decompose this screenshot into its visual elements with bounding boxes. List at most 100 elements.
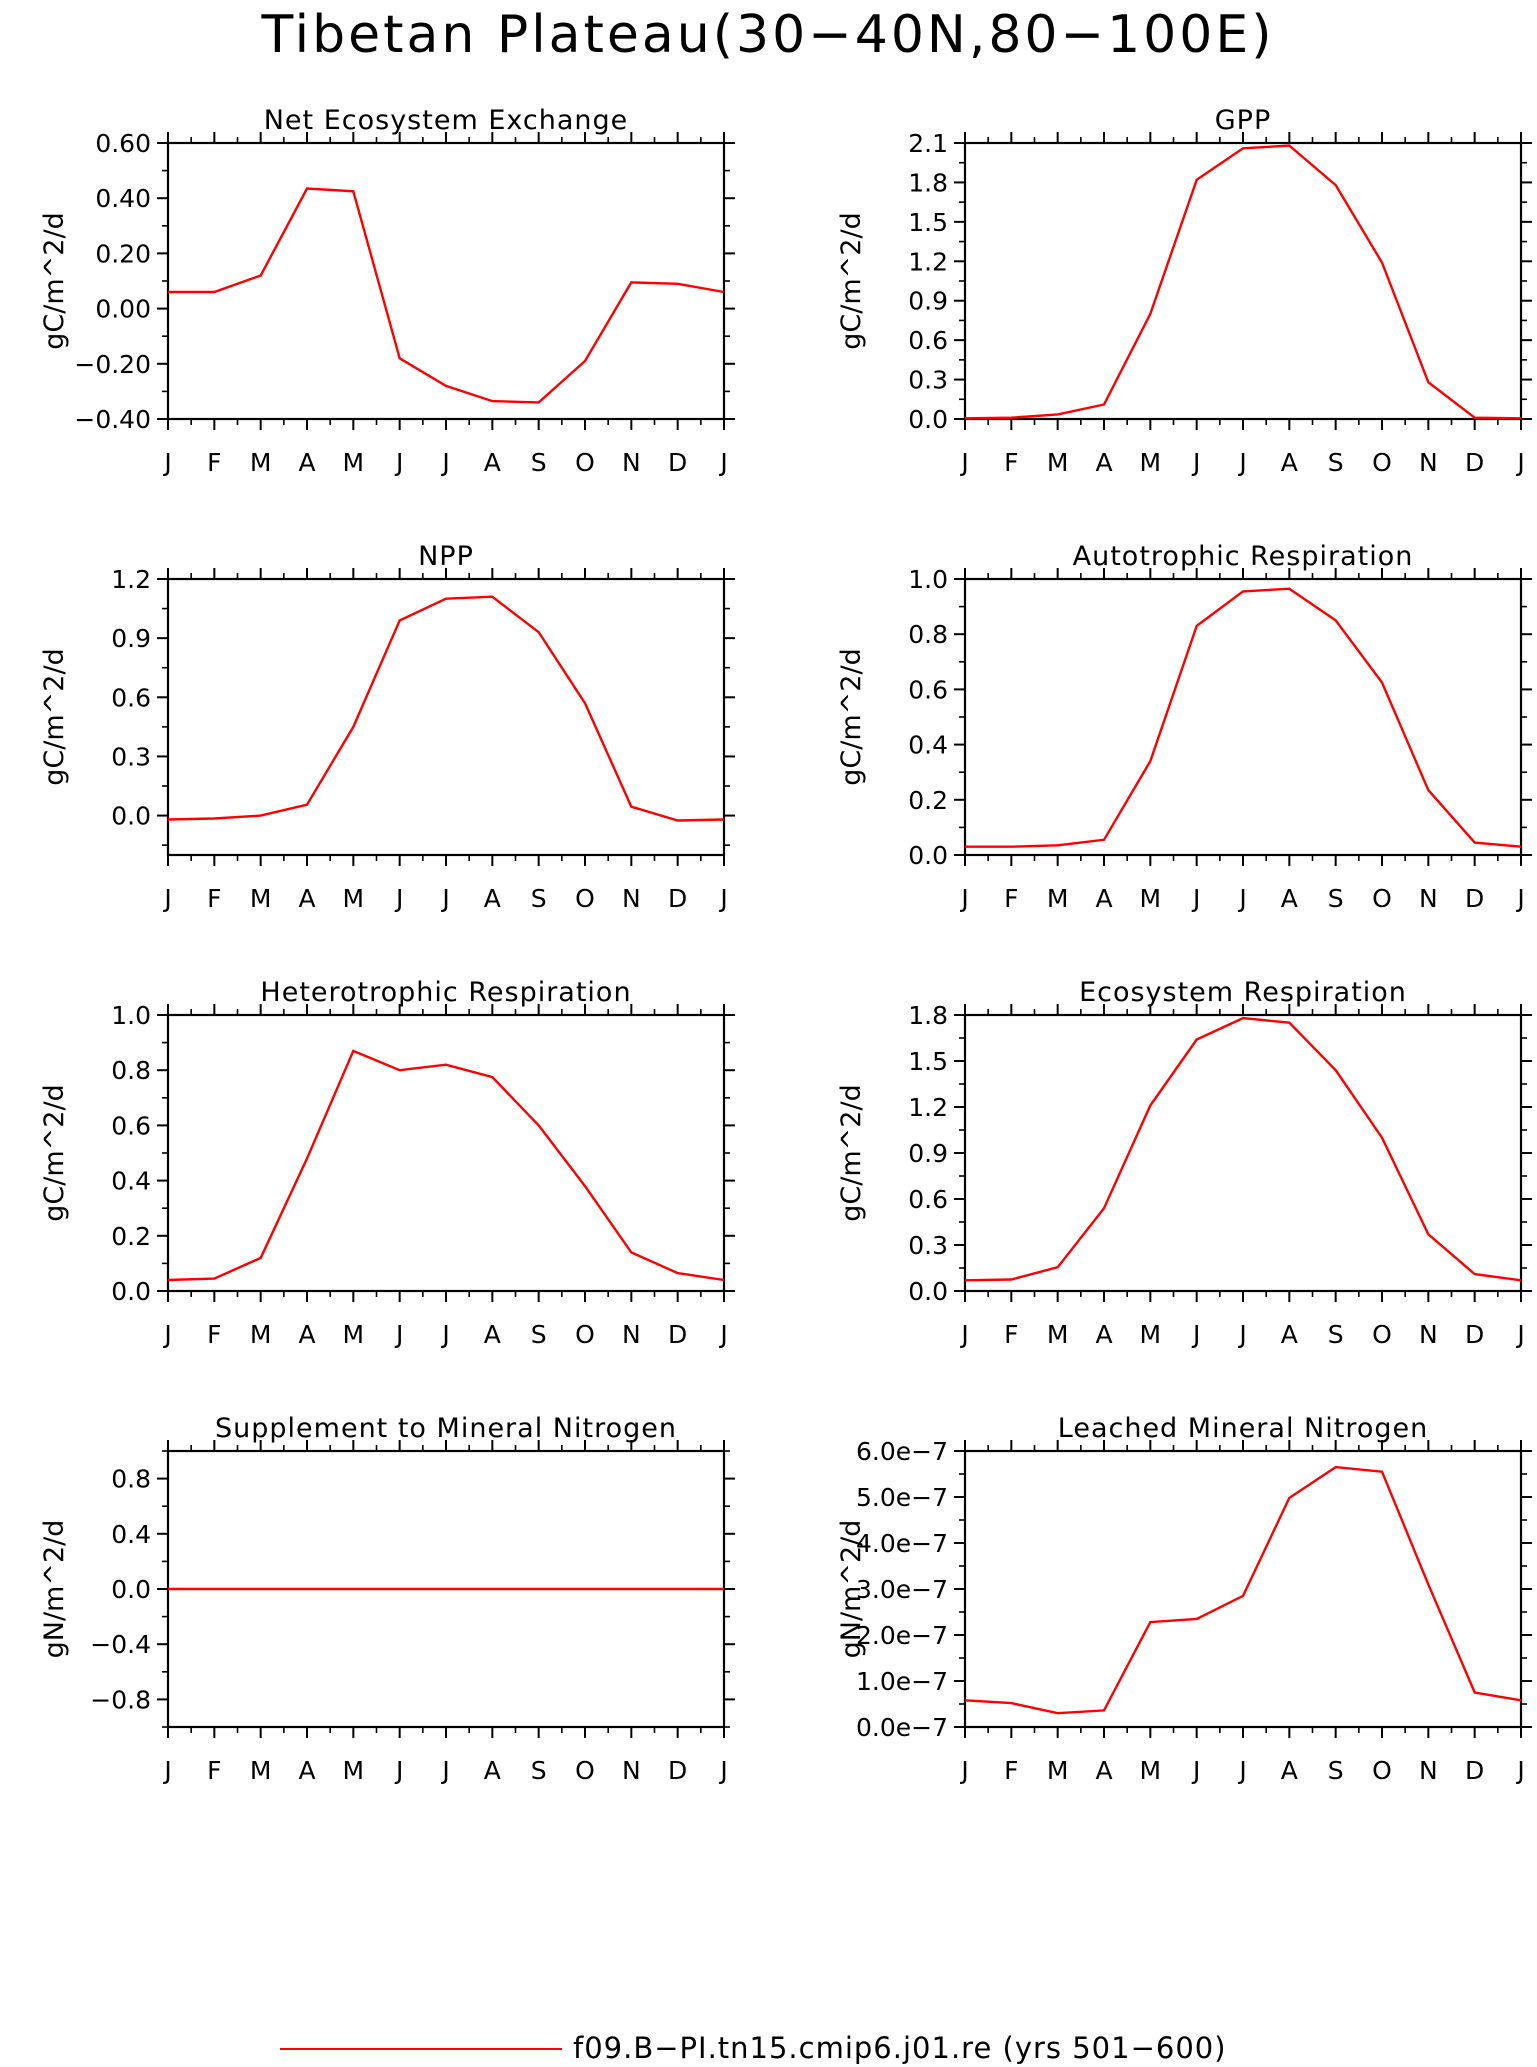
y-tick-label: 1.0e−7: [856, 1667, 948, 1696]
x-tick-label: A: [1281, 884, 1298, 913]
y-tick-label: 3.0e−7: [856, 1575, 948, 1604]
x-tick-label: J: [1191, 884, 1200, 913]
x-tick-label: N: [622, 1320, 641, 1349]
y-tick-label: 0.4: [111, 1167, 151, 1196]
x-tick-label: A: [484, 1756, 501, 1785]
y-axis-label: gC/m^2/d: [39, 648, 70, 785]
x-tick-label: A: [1281, 1320, 1298, 1349]
x-tick-label: M: [343, 1320, 365, 1349]
x-tick-label: M: [250, 448, 272, 477]
y-tick-label: 0.0: [111, 802, 151, 831]
y-tick-label: 0.4: [908, 731, 948, 760]
panel-title: Leached Mineral Nitrogen: [1058, 1413, 1428, 1444]
panel-title: Ecosystem Respiration: [1079, 977, 1407, 1008]
y-tick-label: 0.60: [95, 129, 151, 158]
x-tick-label: S: [1328, 884, 1344, 913]
x-tick-label: J: [1515, 1320, 1524, 1349]
x-tick-label: S: [531, 1756, 547, 1785]
x-tick-label: S: [1328, 1756, 1344, 1785]
y-tick-label: 6.0e−7: [856, 1437, 948, 1466]
y-tick-label: −0.4: [90, 1630, 151, 1659]
y-tick-label: 0.3: [908, 366, 948, 395]
panel-title: GPP: [1215, 105, 1272, 136]
y-tick-label: 2.1: [908, 129, 948, 158]
series-line-ecosystem-respiration: [964, 1016, 1522, 1282]
x-tick-label: D: [1465, 448, 1484, 477]
x-tick-label: M: [1140, 1320, 1162, 1349]
y-tick-label: 0.2: [111, 1222, 151, 1251]
x-tick-label: A: [1281, 448, 1298, 477]
x-tick-label: J: [162, 448, 171, 477]
x-tick-label: O: [1372, 1320, 1392, 1349]
x-tick-label: N: [622, 448, 641, 477]
x-tick-label: J: [959, 1756, 968, 1785]
y-tick-label: 1.5: [908, 1047, 948, 1076]
x-tick-label: N: [1419, 448, 1438, 477]
y-tick-label: 0.0: [908, 405, 948, 434]
x-tick-label: J: [162, 1756, 171, 1785]
x-tick-label: F: [207, 448, 221, 477]
x-tick-label: D: [668, 884, 687, 913]
y-tick-label: 0.2: [908, 786, 948, 815]
x-tick-label: F: [1004, 1320, 1018, 1349]
y-tick-label: 0.8: [111, 1056, 151, 1085]
x-tick-label: J: [959, 448, 968, 477]
panel-title: Net Ecosystem Exchange: [264, 105, 629, 136]
x-tick-label: M: [1140, 884, 1162, 913]
y-tick-label: −0.8: [90, 1685, 151, 1714]
x-tick-label: M: [343, 884, 365, 913]
y-tick-label: 1.8: [908, 168, 948, 197]
panel-title: Supplement to Mineral Nitrogen: [215, 1413, 677, 1444]
x-tick-label: S: [1328, 1320, 1344, 1349]
x-tick-label: J: [394, 884, 403, 913]
y-tick-label: 0.6: [908, 1185, 948, 1214]
y-tick-label: 0.40: [95, 184, 151, 213]
x-tick-label: J: [1191, 448, 1200, 477]
y-axis-label: gC/m^2/d: [39, 212, 70, 349]
x-tick-label: O: [575, 448, 595, 477]
plot-frame: [963, 577, 1523, 857]
x-tick-label: J: [1237, 448, 1246, 477]
y-tick-label: 0.6: [111, 1111, 151, 1140]
x-tick-label: F: [1004, 448, 1018, 477]
x-tick-label: J: [1237, 884, 1246, 913]
x-tick-label: J: [959, 1320, 968, 1349]
x-tick-label: J: [394, 1320, 403, 1349]
y-tick-label: 2.0e−7: [856, 1621, 948, 1650]
plot-frame: [166, 1013, 726, 1293]
x-tick-label: N: [622, 884, 641, 913]
x-tick-label: A: [298, 1320, 315, 1349]
y-tick-label: 0.6: [111, 683, 151, 712]
x-tick-label: S: [531, 448, 547, 477]
y-tick-label: 0.0: [111, 1575, 151, 1604]
x-tick-label: M: [250, 1320, 272, 1349]
x-tick-label: D: [668, 1320, 687, 1349]
x-tick-label: J: [718, 884, 727, 913]
x-tick-label: N: [622, 1756, 641, 1785]
x-tick-label: J: [162, 1320, 171, 1349]
x-tick-label: S: [531, 884, 547, 913]
x-tick-label: F: [207, 1320, 221, 1349]
y-tick-label: 0.8: [111, 1465, 151, 1494]
y-tick-label: 0.9: [908, 287, 948, 316]
plot-frame: [166, 577, 726, 857]
x-tick-label: J: [959, 884, 968, 913]
x-tick-label: O: [1372, 1756, 1392, 1785]
y-tick-label: 0.4: [111, 1520, 151, 1549]
series-line-leached-mineral-nitrogen: [964, 1465, 1522, 1715]
x-tick-label: N: [1419, 884, 1438, 913]
x-tick-label: J: [1191, 1320, 1200, 1349]
plot-frame: [963, 1449, 1523, 1729]
series-line-net-ecosystem-exchange: [168, 187, 725, 404]
y-tick-label: −0.20: [74, 350, 151, 379]
x-tick-label: O: [575, 1320, 595, 1349]
y-tick-label: 1.2: [111, 565, 151, 594]
x-tick-label: J: [394, 448, 403, 477]
x-tick-label: M: [343, 1756, 365, 1785]
y-tick-label: 0.20: [95, 239, 151, 268]
x-tick-label: S: [1328, 448, 1344, 477]
